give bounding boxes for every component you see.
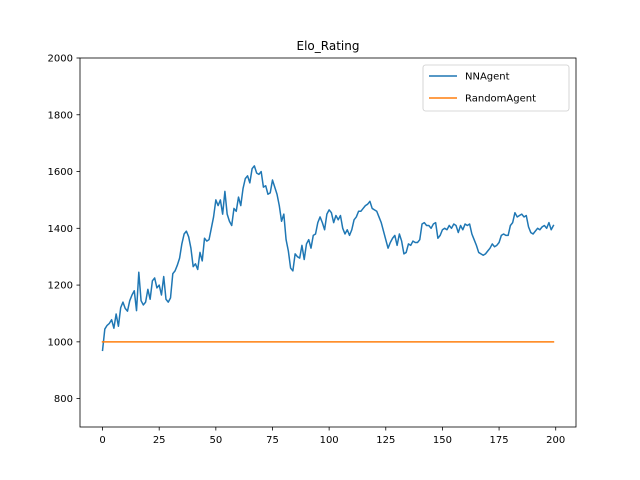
legend-label-randomagent: RandomAgent — [465, 94, 536, 105]
plot-frame — [79, 57, 577, 428]
y-tick-label: 1600 — [48, 167, 73, 178]
x-tick-label: 125 — [376, 435, 395, 446]
chart-title: Elo_Rating — [297, 39, 360, 53]
y-tick-label: 2000 — [48, 54, 73, 65]
y-tick-label: 1200 — [48, 281, 73, 292]
y-tick-label: 800 — [54, 394, 73, 405]
x-tick-label: 200 — [546, 435, 565, 446]
x-axis: 0 25 50 75 100 125 150 175 200 — [99, 427, 565, 446]
x-tick-label: 0 — [99, 435, 105, 446]
y-axis: 800 1000 1200 1400 1600 1800 2000 — [48, 54, 80, 405]
plot-lines — [101, 165, 555, 352]
y-tick-label: 1800 — [48, 110, 73, 121]
legend: NNAgent RandomAgent — [422, 64, 570, 112]
x-tick-label: 150 — [433, 435, 452, 446]
x-tick-label: 75 — [266, 435, 279, 446]
x-tick-label: 100 — [320, 435, 339, 446]
y-tick-label: 1000 — [48, 337, 73, 348]
axes-frame — [79, 57, 577, 428]
x-tick-label: 175 — [490, 435, 509, 446]
legend-label-nnagent: NNAgent — [465, 72, 510, 83]
x-tick-label: 25 — [153, 435, 166, 446]
y-tick-label: 1400 — [48, 224, 73, 235]
legend-box — [422, 64, 570, 112]
series-line-nnagent — [101, 165, 555, 352]
x-tick-label: 50 — [209, 435, 222, 446]
